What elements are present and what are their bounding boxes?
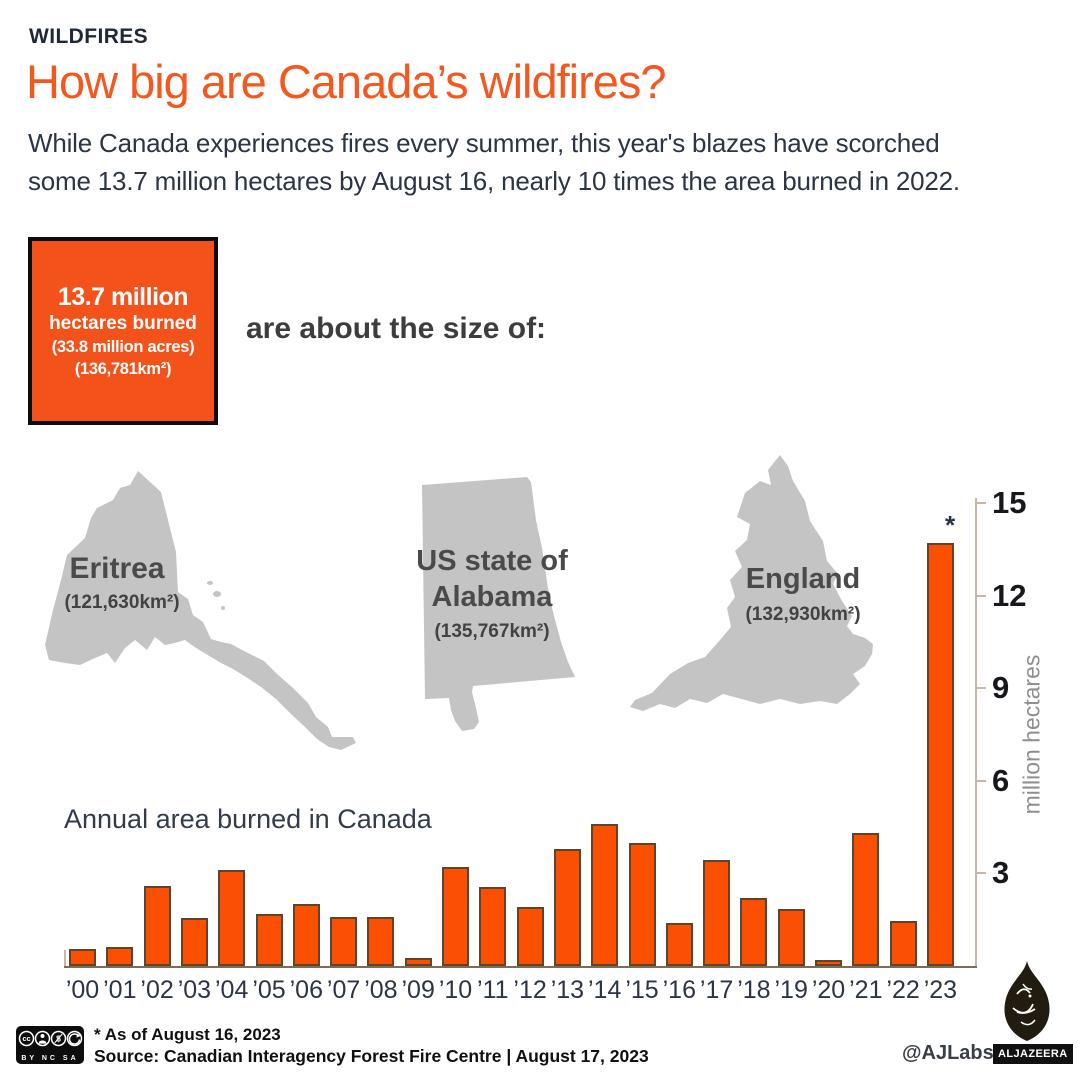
chart-bar	[180, 918, 208, 966]
x-axis-label: ’23	[923, 976, 958, 1004]
y-tick-label: 15	[992, 485, 1027, 521]
chart-bar	[218, 870, 246, 966]
burned-area-highlight-box: 13.7 million hectares burned (33.8 milli…	[28, 237, 218, 425]
highlight-label: hectares burned	[49, 313, 197, 334]
x-axis-line	[64, 966, 977, 968]
x-axis-label: ’07	[326, 976, 361, 1004]
chart-bar	[926, 543, 954, 966]
by-person-icon	[38, 1040, 47, 1044]
x-axis-label: ’01	[103, 976, 137, 1004]
kicker-label: WILDFIRES	[29, 25, 149, 48]
x-axis-label: ’18	[737, 976, 771, 1004]
chart-bar	[740, 898, 768, 966]
region-area-eritrea: (121,630km²)	[64, 592, 180, 613]
chart-bar	[367, 916, 395, 966]
y-tick-label: 12	[992, 577, 1027, 613]
x-axis-label: ’21	[849, 976, 883, 1004]
chart-bar	[442, 867, 469, 966]
region-area-alabama: (135,767km²)	[434, 621, 550, 642]
chart-bar	[815, 959, 842, 966]
subtitle-line-2: some 13.7 million hectares by August 16,…	[28, 166, 960, 196]
highlight-acres: (33.8 million acres)	[51, 338, 195, 356]
region-name-england: England	[745, 563, 861, 595]
region-name-eritrea: Eritrea	[69, 552, 165, 585]
x-axis-label: ’02	[140, 976, 174, 1004]
highlight-value: 13.7 million	[57, 283, 189, 311]
y-tick-label: 9	[992, 670, 1010, 706]
chart-bar	[852, 833, 880, 966]
y-tick-mark	[975, 594, 986, 597]
chart-bar	[106, 947, 134, 966]
chart-bar	[330, 916, 358, 966]
chart-bar	[479, 887, 507, 966]
england-map-silhouette	[630, 455, 873, 711]
chart-bar	[69, 949, 96, 966]
chart-bar	[591, 824, 619, 966]
eritrea-map-silhouette	[45, 471, 356, 750]
x-axis-label: ’16	[662, 976, 696, 1004]
y-tick-mark	[975, 779, 986, 782]
x-axis-label: ’09	[401, 976, 435, 1004]
x-axis-label: ’22	[886, 976, 920, 1004]
x-axis-label: ’17	[699, 976, 734, 1004]
chart-bar	[703, 859, 731, 966]
y-tick-label: 6	[992, 762, 1010, 798]
footnote: * As of August 16, 2023	[94, 1025, 281, 1044]
chart-bar	[292, 904, 320, 966]
x-axis-label: ’06	[289, 976, 323, 1004]
chart-bar	[628, 842, 656, 966]
chart-bar	[889, 921, 917, 966]
x-axis-label: ’04	[215, 976, 249, 1004]
x-axis-label: ’08	[364, 976, 398, 1004]
chart-bar	[777, 908, 805, 966]
cc-levels-label: BY NC SA	[21, 1055, 78, 1062]
bar-2023-note-marker: *	[945, 510, 956, 540]
x-axis-label: ’05	[252, 976, 286, 1004]
x-axis-label: ’19	[774, 976, 808, 1004]
chart-bar	[404, 958, 432, 966]
y-tick-mark	[975, 872, 986, 875]
x-axis-label: ’13	[550, 976, 585, 1004]
region-name-alabama-line1: US state of	[416, 545, 568, 577]
x-axis-label: ’00	[65, 976, 100, 1004]
social-credit: @AJLabs	[902, 1042, 994, 1064]
chart-title: Annual area burned in Canada	[64, 804, 432, 834]
subtitle-line-1: While Canada experiences fires every sum…	[28, 128, 940, 158]
x-axis-label: ’20	[811, 976, 846, 1004]
alabama-map-silhouette	[422, 477, 575, 731]
region-area-england: (132,930km²)	[745, 604, 861, 625]
y-tick-label: 3	[992, 855, 1010, 891]
x-axis-label: ’12	[513, 976, 547, 1004]
x-axis-label: ’03	[177, 976, 212, 1004]
chart-bar	[143, 885, 171, 966]
y-axis-line	[975, 498, 977, 968]
y-tick-mark	[975, 502, 986, 505]
comparison-intro: are about the size of:	[246, 312, 547, 345]
x-axis-label: ’10	[438, 976, 473, 1004]
highlight-km2: (136,781km²)	[74, 360, 172, 378]
x-axis-left-stub	[64, 950, 66, 966]
chart-bar	[516, 907, 544, 966]
aljazeera-wordmark: ALJAZEERA	[993, 1044, 1073, 1064]
source-line: Source: Canadian Interagency Forest Fire…	[94, 1046, 649, 1066]
chart-bar	[665, 922, 693, 966]
cc-license-icon: cc $ BY NC SA	[16, 1026, 84, 1064]
aljazeera-flame-logo-icon	[1004, 961, 1050, 1041]
y-tick-mark	[975, 687, 986, 690]
sa-arrow-icon	[68, 1033, 81, 1045]
chart-bar	[255, 913, 283, 966]
chart-bar	[553, 848, 581, 966]
x-axis-label: ’15	[625, 976, 659, 1004]
page-title: How big are Canada’s wildfires?	[26, 55, 667, 108]
x-axis-label: ’14	[588, 976, 622, 1004]
cc-glyph: cc	[22, 1034, 30, 1043]
region-name-alabama-line2: Alabama	[431, 581, 553, 613]
x-axis-label: ’11	[477, 976, 509, 1004]
